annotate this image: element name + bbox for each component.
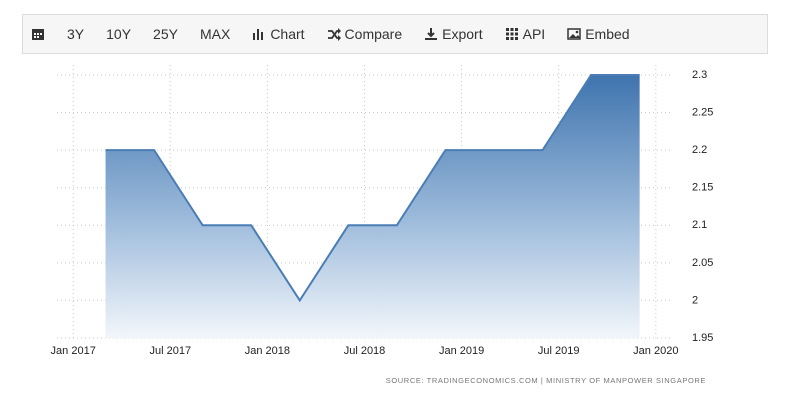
y-tick-label: 2.1 [692,219,707,231]
source: SOURCE: TRADINGECONOMICS.COM | MINISTRY … [386,376,706,385]
y-tick-label: 2.05 [692,257,713,269]
toolbar-button[interactable]: Export [424,26,483,42]
button-label: Chart [270,26,305,42]
y-tick-label: 2 [692,294,698,306]
button-icon [327,28,341,41]
toolbar: 3Y 10Y 25Y MAX Chart Compare Export API Embed [22,14,768,54]
y-tick-label: 2.3 [692,69,707,81]
button-icon [505,28,518,40]
button-label: 25Y [153,26,178,42]
toolbar-button[interactable]: MAX [200,26,230,42]
x-tick-label: Jul 2019 [538,345,580,357]
button-label: Embed [585,26,630,42]
x-tick-label: Jan 2018 [245,345,290,357]
button-label: Export [442,26,483,42]
button-label: MAX [199,26,231,42]
toolbar-button[interactable]: Embed [567,26,630,42]
x-tick-label: Jan 2019 [439,345,484,357]
toolbar-button[interactable]: Compare [327,26,403,42]
toolbar-button[interactable]: API [505,26,546,42]
y-tick-label: 1.95 [692,332,713,344]
button-label: Compare [344,26,403,42]
button-icon [253,29,264,40]
x-tick-label: Jul 2017 [149,345,191,357]
y-tick-label: 2.15 [692,182,713,194]
button-icon [425,28,438,40]
y-tick-label: 2.2 [692,144,707,156]
toolbar-button[interactable]: 25Y [153,26,178,42]
button-icon [567,28,581,40]
toolbar-button[interactable]: 10Y [106,26,131,42]
y-tick-label: 2.25 [692,106,713,118]
button-label: API [522,26,546,42]
calendar-icon[interactable] [31,27,45,41]
area-fill [105,75,640,338]
x-tick-label: Jan 2017 [51,345,96,357]
toolbar-button[interactable]: Chart [252,26,305,42]
button-label: 3Y [67,26,85,42]
button-label: 10Y [106,26,132,42]
toolbar-button[interactable]: 3Y [67,26,84,42]
line [105,74,640,303]
x-tick-label: Jul 2018 [344,345,386,357]
x-tick-label: Jan 2020 [633,345,678,357]
